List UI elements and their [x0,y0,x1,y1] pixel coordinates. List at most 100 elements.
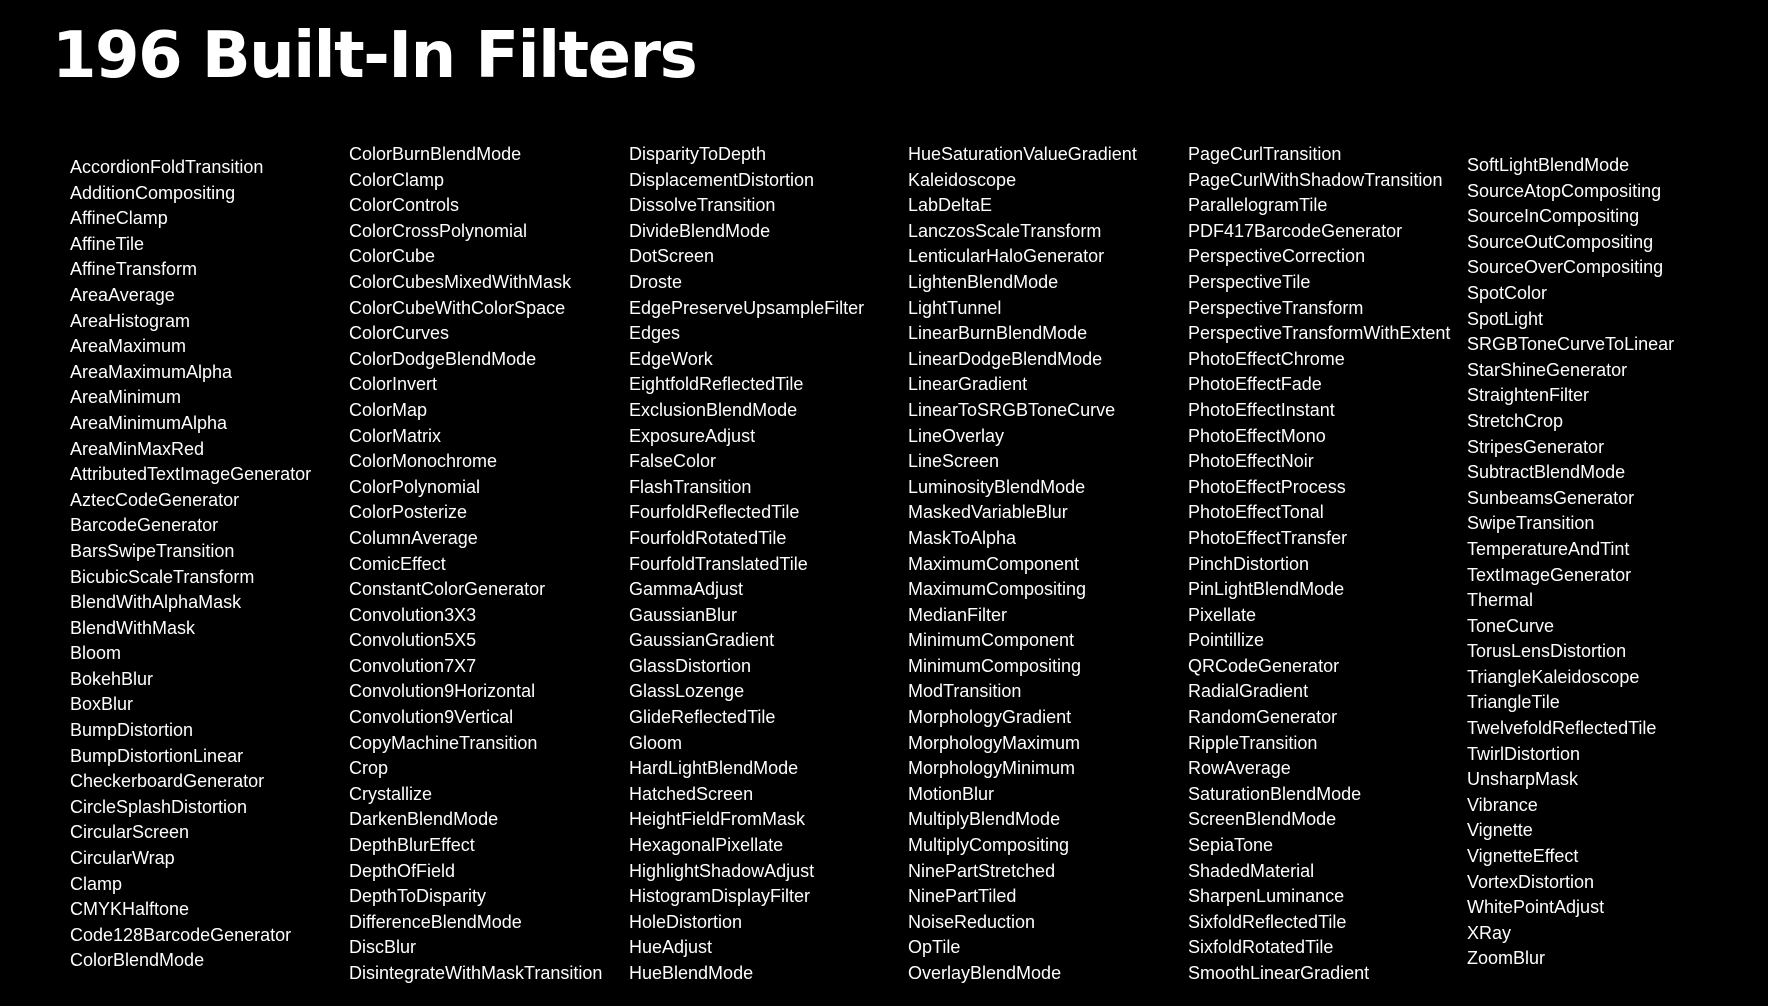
filter-name: TriangleKaleidoscope [1467,666,1640,687]
filter-name: BokehBlur [70,668,154,689]
filter-name: HexagonalPixellate [629,835,784,856]
filter-column-1: AccordionFoldTransition AdditionCompositi… [70,155,340,974]
filter-name: PageCurlTransition [1188,144,1342,164]
filter-name: BlendWithAlphaMask [70,592,242,613]
filter-name: SourceAtopCompositing [1467,180,1662,201]
filter-name: FourfoldReflectedTile [629,502,800,523]
filter-name: CircleSplashDistortion [70,796,248,817]
filter-name: OverlayBlendMode [908,963,1062,983]
filter-name: LinearDodgeBlendMode [908,348,1103,369]
filter-name: MaximumComponent [908,553,1080,574]
filter-name: Gloom [629,732,683,753]
filter-name: RippleTransition [1188,732,1318,753]
filter-name: ModTransition [908,681,1022,702]
filter-name: SunbeamsGenerator [1467,487,1635,508]
filter-name: RadialGradient [1188,681,1309,702]
filter-name: LenticularHaloGenerator [908,246,1105,267]
filter-name: ScreenBlendMode [1188,809,1337,830]
filter-name: MedianFilter [908,604,1008,625]
filter-name: MorphologyMaximum [908,732,1081,753]
filter-name: MaximumCompositing [908,579,1087,600]
filter-name: AreaMaximumAlpha [70,361,233,382]
filter-name: ZoomBlur [1467,948,1546,969]
filter-name: AreaMaximum [70,336,187,357]
filter-name: BoxBlur [70,694,134,715]
filter-name: ColorMap [349,399,428,420]
filter-name: ColorCrossPolynomial [349,220,528,241]
filter-name: TextImageGenerator [1467,564,1632,585]
filter-name: GammaAdjust [629,579,744,600]
filter-name: PerspectiveCorrection [1188,246,1366,267]
filter-name: HeightFieldFromMask [629,809,806,830]
filter-name: CMYKHalftone [70,899,190,920]
filter-name: BlendWithMask [70,617,196,638]
filter-name: Convolution9Vertical [349,707,514,728]
filter-name: DisparityToDepth [629,144,767,164]
filter-name: ColorMonochrome [349,451,498,472]
filter-name: CircularWrap [70,848,175,869]
filter-name: HueAdjust [629,937,713,958]
filter-name: ColorBurnBlendMode [349,144,522,164]
filter-name: LinearBurnBlendMode [908,323,1088,344]
filter-name: VortexDistortion [1467,871,1595,892]
filter-name: MultiplyBlendMode [908,809,1061,830]
filter-name: StarShineGenerator [1467,359,1628,380]
filter-name: GaussianBlur [629,604,738,625]
filter-name: ColorCube [349,246,436,267]
filter-name: TwelvefoldReflectedTile [1467,718,1657,739]
filter-name: ColorControls [349,195,460,216]
filter-name: FlashTransition [629,476,752,497]
filter-name: GaussianGradient [629,630,775,651]
filter-name: SepiaTone [1188,835,1274,856]
filter-name: ComicEffect [349,553,446,574]
filter-name: ConstantColorGenerator [349,579,546,600]
filter-name: Convolution7X7 [349,655,477,676]
filter-name: Clamp [70,873,123,894]
filter-name: TorusLensDistortion [1467,641,1627,662]
filter-name: DepthToDisparity [349,886,487,907]
filter-name: ColorCubesMixedWithMask [349,271,572,292]
filter-name: OpTile [908,937,961,958]
filter-name: AreaMinimumAlpha [70,412,228,433]
filter-name: WhitePointAdjust [1467,897,1605,918]
filter-name: Convolution5X5 [349,630,477,651]
filter-name: AdditionCompositing [70,182,236,203]
filter-name: BicubicScaleTransform [70,566,255,587]
filter-name: HistogramDisplayFilter [629,886,811,907]
filter-name: LinearToSRGBToneCurve [908,399,1116,420]
filter-name: MaskedVariableBlur [908,502,1068,523]
filter-name: LightTunnel [908,297,1002,318]
filter-name: GlassLozenge [629,681,745,702]
filter-name: GlassDistortion [629,655,752,676]
filter-name: SaturationBlendMode [1188,783,1362,804]
filter-name: NoiseReduction [908,911,1036,932]
filter-name: LabDeltaE [908,195,993,216]
filter-name: Code128BarcodeGenerator [70,924,292,945]
filter-name: CopyMachineTransition [349,732,538,753]
filter-name: FalseColor [629,451,717,472]
filter-name: Convolution3X3 [349,604,477,625]
filter-name: AreaAverage [70,284,175,305]
filter-name: DisplacementDistortion [629,169,815,190]
filter-name: AreaHistogram [70,310,191,331]
filter-name: EightfoldReflectedTile [629,374,804,395]
filter-name: SourceOverCompositing [1467,257,1664,278]
filter-name: MotionBlur [908,783,995,804]
filter-name: SixfoldRotatedTile [1188,937,1334,958]
filter-name: BarsSwipeTransition [70,540,235,561]
filter-name: HoleDistortion [629,911,743,932]
filter-name: ParallelogramTile [1188,195,1328,216]
filter-name: Convolution9Horizontal [349,681,536,702]
filter-name: LineOverlay [908,425,1005,446]
filter-name: SourceInCompositing [1467,206,1640,227]
filter-name: BumpDistortion [70,720,194,741]
filter-name: StripesGenerator [1467,436,1605,457]
filter-name: PhotoEffectTransfer [1188,527,1348,548]
filter-name: BarcodeGenerator [70,515,219,536]
filter-name: Kaleidoscope [908,169,1017,190]
filter-name: PhotoEffectFade [1188,374,1322,395]
filter-name: SpotColor [1467,282,1548,303]
filter-name: HighlightShadowAdjust [629,860,815,881]
filter-name: NinePartStretched [908,860,1056,881]
filter-name: ColorInvert [349,374,438,395]
